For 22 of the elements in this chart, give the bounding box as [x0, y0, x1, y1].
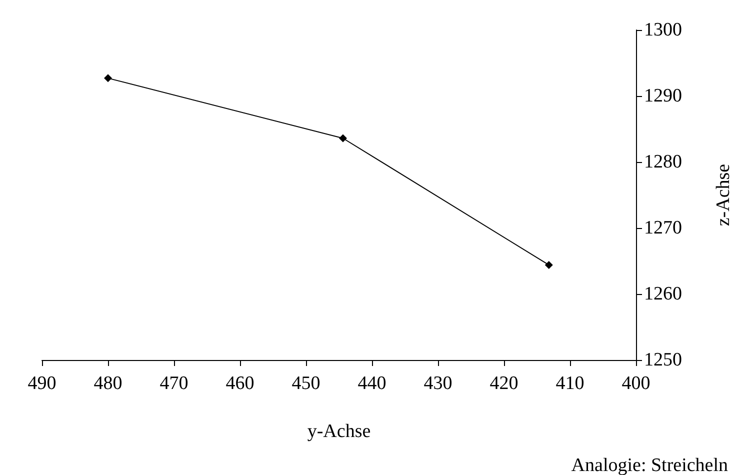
x-tick-label: 440	[358, 373, 386, 394]
x-tick-label: 450	[292, 373, 320, 394]
y-tick-label: 1280	[644, 152, 682, 172]
x-axis-title: y-Achse	[307, 421, 371, 442]
text: Analogie: Streicheln	[571, 455, 728, 475]
y-tick-label: 1260	[644, 284, 682, 304]
x-tick-label: 490	[28, 373, 56, 394]
y-tick-label: 1270	[644, 218, 682, 238]
point	[338, 134, 347, 142]
y-tick-label: 1300	[644, 20, 682, 40]
y-tick-label: 1250	[644, 350, 682, 370]
x-tick-label: 460	[226, 373, 254, 394]
x-tick-label: 410	[556, 373, 584, 394]
y-axis-title: z-Achse	[713, 164, 734, 226]
point	[104, 74, 112, 82]
x-tick-label: 480	[94, 373, 122, 394]
x-tick-label: 470	[160, 373, 188, 394]
y-tick-label: 1290	[644, 86, 682, 106]
x-tick-label: 430	[424, 373, 452, 394]
x-tick-label: 420	[490, 373, 518, 394]
point	[544, 260, 553, 269]
x-tick-label: 400	[622, 373, 650, 394]
